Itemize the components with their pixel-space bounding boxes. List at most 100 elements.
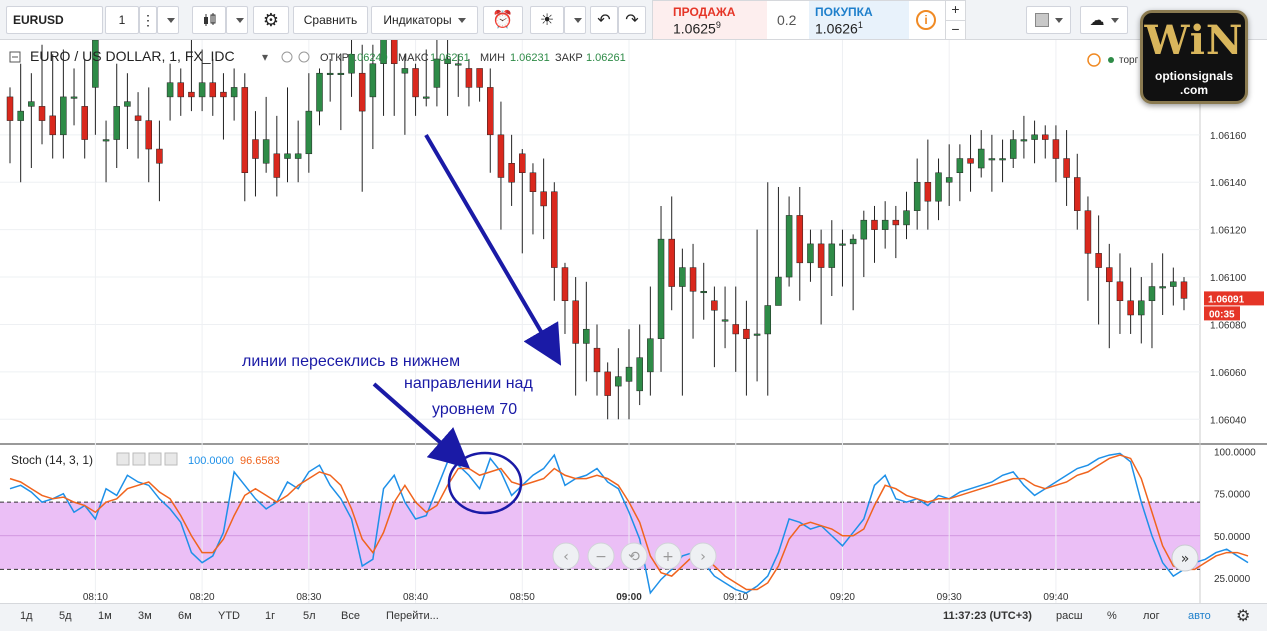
scroll-to-end-button bbox=[1171, 544, 1199, 572]
candle-body bbox=[358, 72, 366, 112]
candle-body bbox=[775, 276, 782, 306]
spread-value: 0.2 bbox=[777, 12, 797, 28]
nav-right-icon: › bbox=[700, 549, 706, 565]
info-icon[interactable]: i bbox=[916, 10, 936, 30]
price-tick-label: 1.06140 bbox=[1210, 178, 1247, 189]
candle-body bbox=[583, 328, 590, 344]
goto-date-button[interactable]: Перейти... bbox=[386, 610, 439, 622]
candle-body bbox=[230, 87, 238, 98]
period-5y[interactable]: 5л bbox=[303, 610, 316, 622]
candle-body bbox=[390, 40, 398, 64]
candle-body bbox=[102, 139, 110, 142]
buy-button[interactable]: ПОКУПКА 1.06261 bbox=[809, 1, 909, 39]
symbol-search-input[interactable]: EURUSD bbox=[6, 6, 103, 34]
candles-icon bbox=[204, 13, 216, 26]
nav-left-icon-button bbox=[552, 542, 580, 570]
period-5d[interactable]: 5д bbox=[59, 610, 72, 622]
candle-body bbox=[1063, 158, 1070, 178]
indicators-button[interactable]: Индикаторы bbox=[371, 6, 478, 34]
candle-body bbox=[326, 72, 334, 75]
interval-text: 1 bbox=[118, 13, 126, 27]
clock-text: 11:37:23 (UTC+3) bbox=[943, 610, 1032, 622]
more-intervals-icon[interactable]: ⋮ bbox=[139, 6, 157, 34]
chart-canvas[interactable]: 1.06040 1.06060 1.06080 1.06100 1.06120 1.061… bbox=[0, 40, 1267, 603]
lightbulb-icon: ☀ bbox=[539, 12, 555, 29]
redo-button[interactable]: ↷ bbox=[618, 6, 646, 34]
interval-dropdown-chevron-icon[interactable] bbox=[157, 6, 179, 34]
candle-body bbox=[1116, 281, 1124, 302]
zoom-in-icon-button bbox=[654, 542, 682, 570]
alert-button[interactable]: ⏰ bbox=[483, 6, 523, 34]
undo-button[interactable]: ↶ bbox=[590, 6, 618, 34]
candles-style-button[interactable] bbox=[192, 6, 226, 34]
sell-button[interactable]: ПРОДАЖА 1.06259 bbox=[653, 1, 767, 39]
ideas-button[interactable]: ☀ bbox=[530, 6, 564, 34]
scale-extended-button[interactable]: расш bbox=[1056, 610, 1083, 622]
candle-body bbox=[252, 139, 259, 159]
symbol-text: EURUSD bbox=[13, 13, 64, 27]
candle-body bbox=[433, 58, 441, 88]
scale-auto-button[interactable]: авто bbox=[1188, 610, 1211, 622]
time-tick-label: 09:00 bbox=[616, 592, 642, 603]
annotation-arrow-price bbox=[424, 133, 562, 366]
scale-settings-gear-icon[interactable]: ⚙ bbox=[1236, 608, 1251, 625]
period-all[interactable]: Все bbox=[341, 610, 360, 622]
period-ytd[interactable]: YTD bbox=[218, 610, 240, 622]
compare-button[interactable]: Сравнить bbox=[293, 6, 368, 34]
candle-body bbox=[113, 106, 120, 140]
alarm-clock-icon: ⏰ bbox=[492, 10, 514, 29]
cloud-icon: ☁ bbox=[1089, 12, 1105, 29]
settings-button[interactable]: ⚙ bbox=[253, 6, 289, 34]
chart-style-chevron-icon[interactable] bbox=[226, 6, 248, 34]
undo-icon: ↶ bbox=[597, 12, 611, 29]
scale-log-button[interactable]: лог bbox=[1143, 610, 1160, 622]
candle-body bbox=[177, 82, 185, 98]
eye-icon bbox=[281, 51, 293, 63]
time-tick-label: 09:40 bbox=[1043, 592, 1068, 603]
candle-body bbox=[369, 63, 377, 98]
period-1d[interactable]: 1д bbox=[20, 610, 33, 622]
candle-body bbox=[871, 219, 878, 230]
price-axis-bg bbox=[1200, 40, 1267, 603]
reset-icon-button bbox=[620, 542, 648, 570]
plus-icon[interactable]: + bbox=[945, 1, 965, 20]
stoch-tick-label: 100.0000 bbox=[1214, 448, 1256, 459]
candle-body bbox=[679, 267, 686, 287]
candles-group bbox=[6, 40, 1188, 420]
time-tick-label: 08:20 bbox=[190, 592, 215, 603]
nav-left-icon: ‹ bbox=[563, 549, 569, 565]
color-theme-button[interactable] bbox=[1026, 6, 1071, 34]
minus-icon[interactable]: − bbox=[945, 20, 965, 39]
time-tick-label: 09:20 bbox=[830, 592, 855, 603]
interval-button[interactable]: 1 bbox=[105, 6, 139, 34]
candle-body bbox=[743, 328, 750, 339]
double-chevron-right-icon: » bbox=[1181, 551, 1190, 567]
ideas-chevron-icon[interactable] bbox=[564, 6, 586, 34]
stoch-d-value: 96.6583 bbox=[240, 455, 280, 467]
annotation-arrow-stoch bbox=[372, 382, 471, 469]
sell-label: ПРОДАЖА bbox=[673, 5, 736, 19]
candle-body bbox=[668, 238, 675, 287]
stoch-plus-icon bbox=[148, 452, 162, 466]
stoch-k-value: 100.0000 bbox=[188, 455, 234, 467]
price-tick-label: 1.06100 bbox=[1210, 273, 1247, 284]
legend-low-value: 1.06231 bbox=[510, 52, 550, 64]
candle-body bbox=[849, 238, 857, 245]
period-6m[interactable]: 6м bbox=[178, 610, 192, 622]
price-tick-label: 1.06160 bbox=[1210, 131, 1247, 142]
candle-body bbox=[1148, 286, 1156, 302]
candle-body bbox=[1127, 300, 1134, 316]
period-3m[interactable]: 3м bbox=[138, 610, 152, 622]
logo-brand: WiN bbox=[1144, 17, 1244, 64]
cloud-save-button[interactable]: ☁ bbox=[1080, 6, 1128, 34]
period-1m[interactable]: 1м bbox=[98, 610, 112, 622]
scale-percent-button[interactable]: % bbox=[1107, 610, 1117, 622]
candle-body bbox=[1095, 253, 1102, 268]
candle-body bbox=[28, 101, 35, 107]
candle-body bbox=[1074, 177, 1081, 211]
period-1y[interactable]: 1г bbox=[265, 610, 276, 622]
candle-body bbox=[785, 215, 793, 278]
candle-body bbox=[807, 243, 814, 264]
zoom-out-icon: − bbox=[595, 549, 607, 565]
zoom-in-icon: + bbox=[662, 549, 674, 565]
